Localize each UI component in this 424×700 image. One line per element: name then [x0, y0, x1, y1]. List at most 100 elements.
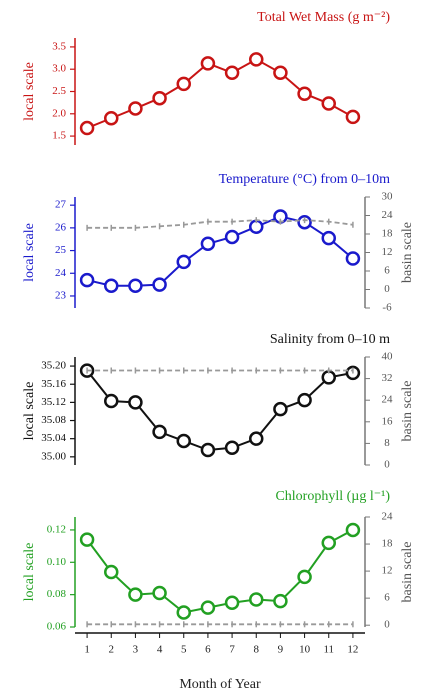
y2-tick-label: 24	[382, 209, 394, 221]
x-tick-label: 8	[254, 644, 260, 656]
data-point	[200, 442, 216, 458]
x-tick-label: 12	[347, 644, 358, 656]
y2-tick-label: 30	[382, 191, 394, 203]
data-point	[224, 595, 240, 610]
y-tick-label: 3.0	[52, 63, 66, 75]
data-point	[249, 592, 264, 607]
y2-tick-label: -6	[382, 302, 392, 314]
data-point	[128, 395, 143, 410]
y2-tick-label: 12	[382, 565, 393, 577]
data-point	[249, 52, 264, 67]
data-point	[104, 393, 119, 409]
data-point	[297, 392, 312, 408]
y2-tick-label: 24	[382, 511, 394, 523]
y-tick-label: 23	[55, 290, 67, 302]
x-tick-label: 3	[133, 644, 139, 656]
y-tick-label: 25	[55, 244, 67, 256]
data-point	[224, 229, 240, 245]
data-point	[297, 86, 312, 101]
x-tick-label: 6	[205, 644, 211, 656]
y-tick-label: 2.5	[52, 85, 66, 97]
data-point	[224, 65, 240, 81]
data-point	[104, 111, 119, 126]
y2-tick-label: 12	[382, 246, 393, 258]
y2-axis-label: basin scale	[400, 222, 415, 283]
y-tick-label: 2.0	[52, 107, 66, 119]
data-point	[224, 440, 240, 456]
y-tick-label: 35.16	[41, 378, 66, 390]
x-tick-label: 4	[157, 644, 163, 656]
data-point	[321, 96, 336, 111]
data-point	[321, 535, 336, 551]
y-tick-label: 3.5	[52, 40, 66, 52]
y-tick-label: 35.04	[41, 432, 66, 444]
data-point	[200, 56, 216, 71]
y-tick-label: 1.5	[52, 130, 66, 142]
y-tick-label: 0.10	[47, 556, 67, 568]
y-tick-label: 35.12	[41, 396, 66, 408]
y-axis-label: local scale	[22, 62, 37, 121]
data-point	[297, 569, 312, 585]
y-axis-label: local scale	[22, 223, 37, 282]
x-tick-label: 10	[299, 644, 311, 656]
data-point	[321, 230, 336, 246]
y2-tick-label: 16	[382, 415, 394, 427]
y-tick-label: 0.06	[47, 621, 67, 633]
data-point	[152, 585, 167, 601]
data-point	[176, 605, 191, 620]
x-tick-label: 11	[323, 644, 334, 656]
chart-title: Temperature (°C) from 0–10m	[219, 172, 391, 187]
y2-axis-label: basin scale	[400, 380, 415, 441]
y-tick-label: 35.00	[41, 450, 66, 462]
y2-tick-label: 40	[382, 351, 394, 363]
y2-tick-label: 0	[384, 459, 390, 471]
data-point	[128, 587, 143, 602]
x-tick-label: 5	[181, 644, 187, 656]
x-tick-label: 9	[278, 644, 284, 656]
y2-tick-label: 8	[384, 437, 390, 449]
y-tick-label: 0.12	[47, 523, 66, 535]
series-line	[86, 529, 354, 614]
data-point	[128, 278, 143, 294]
y2-tick-label: 6	[384, 265, 390, 277]
data-point	[200, 236, 216, 252]
y2-tick-label: 0	[384, 283, 390, 295]
y-tick-label: 27	[55, 199, 67, 211]
chart-title: Chlorophyll (µg l⁻¹)	[275, 489, 390, 504]
y2-tick-label: 18	[382, 538, 394, 550]
data-point	[345, 251, 361, 266]
data-point	[104, 564, 119, 580]
data-point	[345, 522, 361, 538]
data-point	[345, 109, 361, 125]
x-tick-label: 7	[229, 644, 235, 656]
data-point	[176, 254, 191, 270]
data-point	[273, 593, 288, 609]
data-point	[128, 101, 143, 116]
data-point	[152, 90, 167, 106]
y2-tick-label: 24	[382, 394, 394, 406]
x-axis-label: Month of Year	[179, 677, 261, 692]
data-point	[79, 272, 95, 288]
data-point	[79, 120, 95, 136]
data-point	[79, 532, 95, 547]
basin-line	[87, 219, 354, 229]
data-point	[273, 401, 288, 417]
y2-tick-label: 32	[382, 372, 393, 384]
data-point	[249, 431, 264, 446]
y2-tick-label: 0	[384, 619, 390, 631]
data-point	[176, 76, 191, 92]
data-point	[273, 65, 288, 81]
series-line	[86, 369, 354, 452]
x-tick-label: 2	[109, 644, 115, 656]
y2-axis-label: basin scale	[400, 541, 415, 602]
data-point	[200, 600, 216, 615]
y-tick-label: 35.08	[41, 414, 66, 426]
x-tick-label: 1	[84, 644, 90, 656]
y-tick-label: 0.08	[47, 588, 67, 600]
y2-tick-label: 6	[384, 592, 390, 604]
data-point	[152, 424, 167, 440]
y-tick-label: 35.20	[41, 360, 66, 372]
y2-tick-label: 18	[382, 228, 394, 240]
y-axis-label: local scale	[22, 382, 37, 441]
